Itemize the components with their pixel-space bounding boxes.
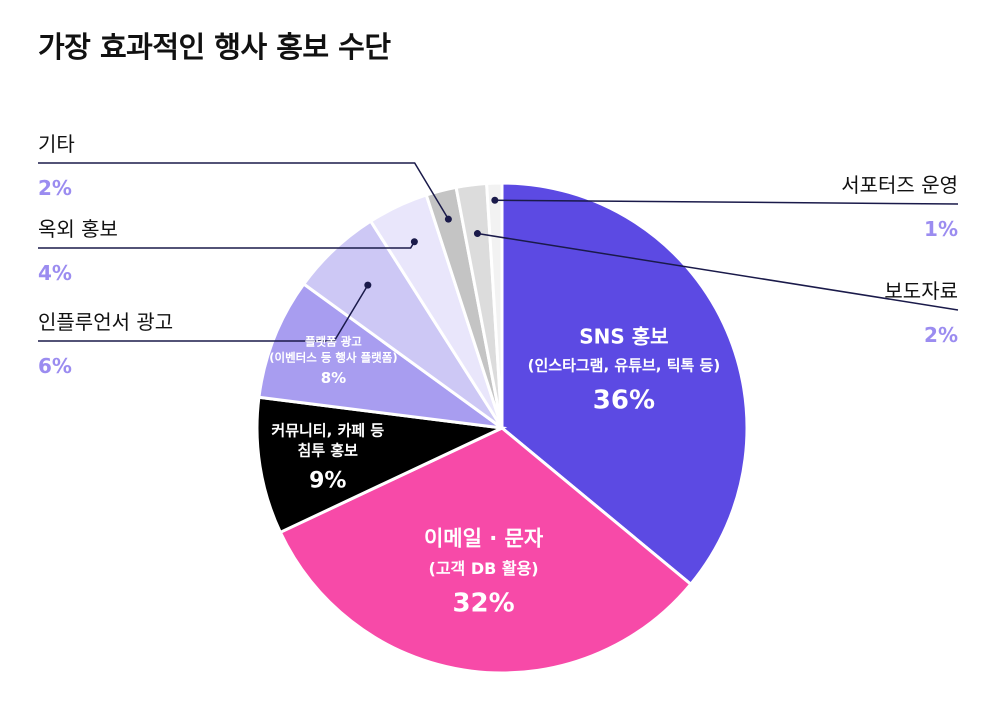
slice-label-sub-0: (인스타그램, 유튜브, 틱톡 등) [528, 357, 721, 375]
slice-label-name-0: SNS 홍보 [579, 325, 668, 349]
outside-label-pct-7: 2% [924, 323, 958, 347]
slice-label-pct-1: 32% [452, 589, 514, 619]
outside-label-name-8: 서포터즈 운영 [841, 173, 958, 197]
slice-label-pct-0: 36% [593, 385, 655, 415]
leader-dot-8 [491, 196, 499, 204]
outside-label-name-5: 옥외 홍보 [38, 217, 118, 241]
leader-dot-7 [473, 230, 481, 238]
chart-title: 가장 효과적인 행사 홍보 수단 [38, 30, 391, 64]
outside-label-pct-4: 6% [38, 354, 72, 378]
leader-line-7 [477, 232, 959, 311]
pie-slice-3 [257, 281, 503, 430]
leader-line-4 [38, 284, 369, 342]
outside-label-pct-8: 1% [924, 217, 958, 241]
pie-slice-8 [485, 181, 504, 429]
outside-label-pct-5: 4% [38, 261, 72, 285]
leader-dot-4 [364, 281, 372, 289]
outside-label-name-7: 보도자료 [884, 279, 958, 303]
pie-slice-0 [500, 181, 749, 587]
leader-line-6 [38, 162, 450, 220]
slice-label-name-3: 플랫폼 광고 [305, 335, 362, 349]
slice-label-sub-1: (고객 DB 활용) [429, 559, 539, 578]
pie-slice-2 [255, 395, 508, 535]
slice-label-pct-3: 8% [321, 369, 346, 387]
outside-label-pct-6: 2% [38, 176, 72, 200]
leader-dot-6 [444, 215, 452, 223]
outside-label-name-4: 인플루언서 광고 [38, 310, 173, 334]
slice-label-sub-2: 침투 홍보 [298, 442, 359, 460]
outside-label-name-6: 기타 [38, 132, 75, 156]
leader-dot-5 [410, 238, 418, 246]
slice-label-pct-2: 9% [309, 468, 346, 493]
pie-slice-1 [278, 426, 693, 675]
leader-line-8 [494, 199, 959, 205]
slice-label-name-1: 이메일 · 문자 [424, 526, 544, 550]
slice-label-sub-3: (이벤터스 등 행사 플랫폼) [269, 350, 397, 364]
slice-label-name-2: 커뮤니티, 카페 등 [271, 421, 384, 439]
